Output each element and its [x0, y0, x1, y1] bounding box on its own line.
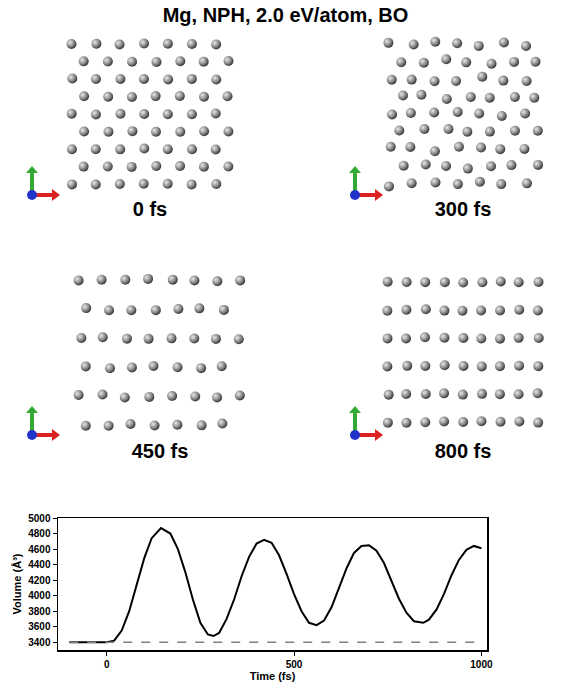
- svg-text:Volume (Å³): Volume (Å³): [11, 553, 23, 614]
- svg-text:4000: 4000: [28, 590, 51, 601]
- svg-text:4600: 4600: [28, 544, 51, 555]
- svg-text:3400: 3400: [28, 637, 51, 648]
- svg-text:4800: 4800: [28, 528, 51, 539]
- svg-text:4200: 4200: [28, 575, 51, 586]
- html-text:0 fs: 0 fs: [132, 198, 168, 220]
- svg-text:3600: 3600: [28, 621, 51, 632]
- svg-text:Time (fs): Time (fs): [250, 670, 296, 682]
- svg-text:0: 0: [104, 659, 110, 670]
- svg-text:500: 500: [286, 659, 303, 670]
- html-text:Mg, NPH, 2.0 eV/atom, BO: Mg, NPH, 2.0 eV/atom, BO: [162, 4, 409, 26]
- html-text:450 fs: 450 fs: [131, 440, 189, 462]
- svg-text:3800: 3800: [28, 606, 51, 617]
- html-text:800 fs: 800 fs: [434, 440, 492, 462]
- svg-text:4400: 4400: [28, 559, 51, 570]
- svg-text:1000: 1000: [470, 659, 493, 670]
- html-text:300 fs: 300 fs: [434, 198, 492, 220]
- svg-text:5000: 5000: [28, 513, 51, 524]
